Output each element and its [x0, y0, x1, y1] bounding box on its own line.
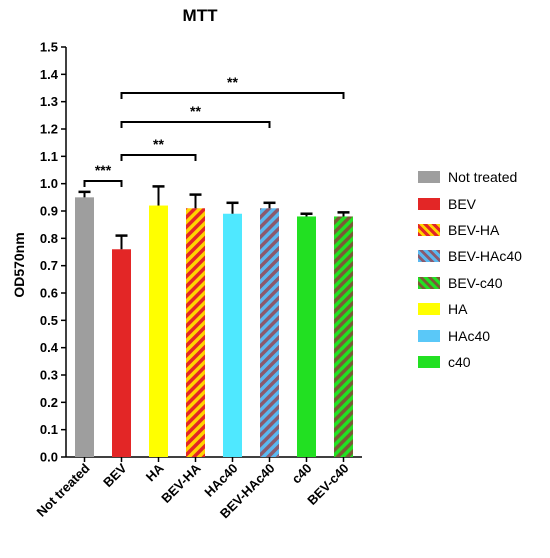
significance-bracket: [120, 154, 197, 161]
legend-swatch: [418, 223, 440, 236]
legend-swatch: [418, 197, 440, 210]
bar-not-treated: [75, 197, 94, 458]
legend-label: HA: [448, 301, 468, 318]
y-tick-label: 1.3: [40, 94, 58, 109]
significance-bracket: [83, 180, 123, 187]
legend-item-bev-ha: BEV-HA: [418, 217, 548, 243]
legend-item-not-treated: Not treated: [418, 164, 548, 190]
legend-swatch: [418, 171, 440, 184]
legend-item-bev-c40: BEV-c40: [418, 270, 548, 296]
legend-swatch: [418, 329, 440, 342]
x-tick-label-ha: HA: [143, 460, 167, 484]
y-tick-label: 1.5: [40, 40, 58, 55]
legend-item-c40: c40: [418, 349, 548, 375]
legend-label: HAc40: [448, 327, 491, 344]
legend-label: BEV: [448, 195, 477, 212]
legend-label: BEV-HAc40: [448, 248, 522, 265]
y-tick-label: 0.1: [40, 422, 58, 437]
y-tick-label: 1.2: [40, 122, 58, 137]
bar-bev: [112, 249, 131, 457]
significance-label: **: [153, 136, 164, 152]
significance-label: **: [190, 103, 201, 119]
y-tick-label: 1.0: [40, 176, 58, 191]
x-tick-label-bev-ha: BEV-HA: [158, 460, 204, 506]
x-tick-label-not-treated: Not treated: [33, 460, 92, 519]
legend-item-bev-hac40: BEV-HAc40: [418, 243, 548, 269]
x-tick-label-bev-c40: BEV-c40: [304, 461, 351, 508]
legend-swatch: [418, 250, 440, 263]
y-tick-label: 1.4: [40, 67, 59, 82]
y-tick-label: 0.4: [40, 340, 59, 355]
bar-hac40: [223, 213, 242, 457]
legend-label: BEV-c40: [448, 274, 503, 291]
legend: Not treated BEV BEV-HA BEV-HAc40 BEV-c40 HA HA…: [418, 164, 548, 375]
legend-item-ha: HA: [418, 296, 548, 322]
legend-label: Not treated: [448, 169, 518, 186]
y-tick-label: 0.7: [40, 258, 58, 273]
x-tick-label-bev: BEV: [100, 460, 130, 490]
bar-bev-ha: [186, 208, 205, 457]
bar-bev-hac40: [260, 208, 279, 457]
legend-swatch: [418, 303, 440, 316]
significance-label: **: [227, 74, 238, 90]
y-tick-label: 0.6: [40, 286, 58, 301]
x-tick-label-c40: c40: [289, 461, 315, 487]
y-tick-label: 0.3: [40, 368, 58, 383]
y-tick-label: 1.1: [40, 149, 58, 164]
legend-label: c40: [448, 353, 471, 370]
legend-swatch: [418, 355, 440, 368]
bar-c40: [297, 216, 316, 457]
significance-bracket: [120, 92, 345, 99]
chart-title: MTT: [182, 6, 218, 25]
significance-bracket: [120, 121, 271, 128]
y-tick-label: 0.9: [40, 204, 58, 219]
legend-item-hac40: HAc40: [418, 322, 548, 348]
bar-bev-c40: [334, 216, 353, 457]
y-tick-label: 0.5: [40, 313, 58, 328]
y-tick-label: 0.2: [40, 395, 58, 410]
legend-label: BEV-HA: [448, 221, 500, 238]
y-tick-label: 0.8: [40, 231, 58, 246]
significance-label: ***: [95, 162, 112, 178]
legend-item-bev: BEV: [418, 190, 548, 216]
bar-ha: [149, 205, 168, 457]
y-tick-label: 0.0: [40, 450, 58, 465]
legend-swatch: [418, 276, 440, 289]
